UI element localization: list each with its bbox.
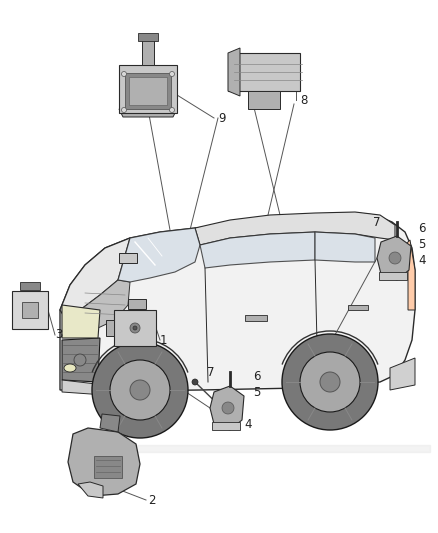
- Circle shape: [121, 71, 127, 77]
- Circle shape: [133, 326, 137, 330]
- Circle shape: [130, 380, 150, 400]
- Circle shape: [74, 354, 86, 366]
- Bar: [125, 73, 171, 109]
- Circle shape: [130, 323, 140, 333]
- Bar: [348, 305, 368, 310]
- Text: 3: 3: [55, 328, 62, 342]
- Bar: [245, 315, 267, 321]
- Polygon shape: [78, 482, 103, 498]
- Text: 9: 9: [218, 111, 226, 125]
- Polygon shape: [315, 232, 375, 262]
- Polygon shape: [106, 320, 114, 336]
- Circle shape: [282, 334, 378, 430]
- Polygon shape: [200, 232, 315, 268]
- Polygon shape: [62, 380, 140, 396]
- Polygon shape: [60, 238, 130, 318]
- Bar: [212, 422, 240, 430]
- Polygon shape: [62, 305, 100, 338]
- Bar: [114, 310, 156, 346]
- Polygon shape: [68, 428, 140, 496]
- Text: 1: 1: [160, 334, 167, 346]
- Polygon shape: [60, 213, 415, 391]
- Polygon shape: [62, 338, 100, 382]
- Polygon shape: [195, 212, 395, 245]
- Text: 2: 2: [148, 494, 155, 506]
- Bar: [248, 91, 280, 109]
- Bar: [142, 37, 154, 65]
- Text: 8: 8: [300, 93, 307, 107]
- Text: 4: 4: [244, 418, 251, 432]
- Polygon shape: [390, 358, 415, 390]
- Polygon shape: [100, 414, 120, 432]
- Bar: [128, 299, 146, 309]
- Circle shape: [170, 108, 174, 112]
- Bar: [138, 33, 158, 41]
- Polygon shape: [119, 109, 177, 117]
- Circle shape: [222, 402, 234, 414]
- Bar: [22, 302, 38, 318]
- Polygon shape: [210, 386, 244, 430]
- Circle shape: [389, 252, 401, 264]
- Circle shape: [121, 108, 127, 112]
- Bar: [119, 65, 177, 113]
- Circle shape: [110, 360, 170, 420]
- Text: 4: 4: [418, 254, 425, 266]
- Circle shape: [192, 379, 198, 385]
- Circle shape: [92, 342, 188, 438]
- Bar: [119, 253, 137, 263]
- Bar: [228, 53, 300, 91]
- Ellipse shape: [64, 364, 76, 372]
- Bar: [129, 77, 167, 105]
- Polygon shape: [377, 236, 411, 280]
- Text: 7: 7: [206, 366, 214, 378]
- Text: 6: 6: [418, 222, 425, 235]
- Text: 5: 5: [253, 385, 260, 399]
- Bar: [94, 456, 122, 478]
- Text: 7: 7: [374, 215, 381, 229]
- Circle shape: [170, 71, 174, 77]
- Bar: [20, 282, 40, 290]
- Polygon shape: [228, 48, 240, 96]
- Bar: [12, 291, 48, 329]
- Polygon shape: [80, 280, 130, 328]
- Text: 6: 6: [253, 369, 261, 383]
- Polygon shape: [405, 240, 415, 310]
- Text: 5: 5: [418, 238, 425, 251]
- Circle shape: [300, 352, 360, 412]
- Bar: [379, 272, 407, 280]
- Polygon shape: [118, 228, 200, 282]
- Circle shape: [320, 372, 340, 392]
